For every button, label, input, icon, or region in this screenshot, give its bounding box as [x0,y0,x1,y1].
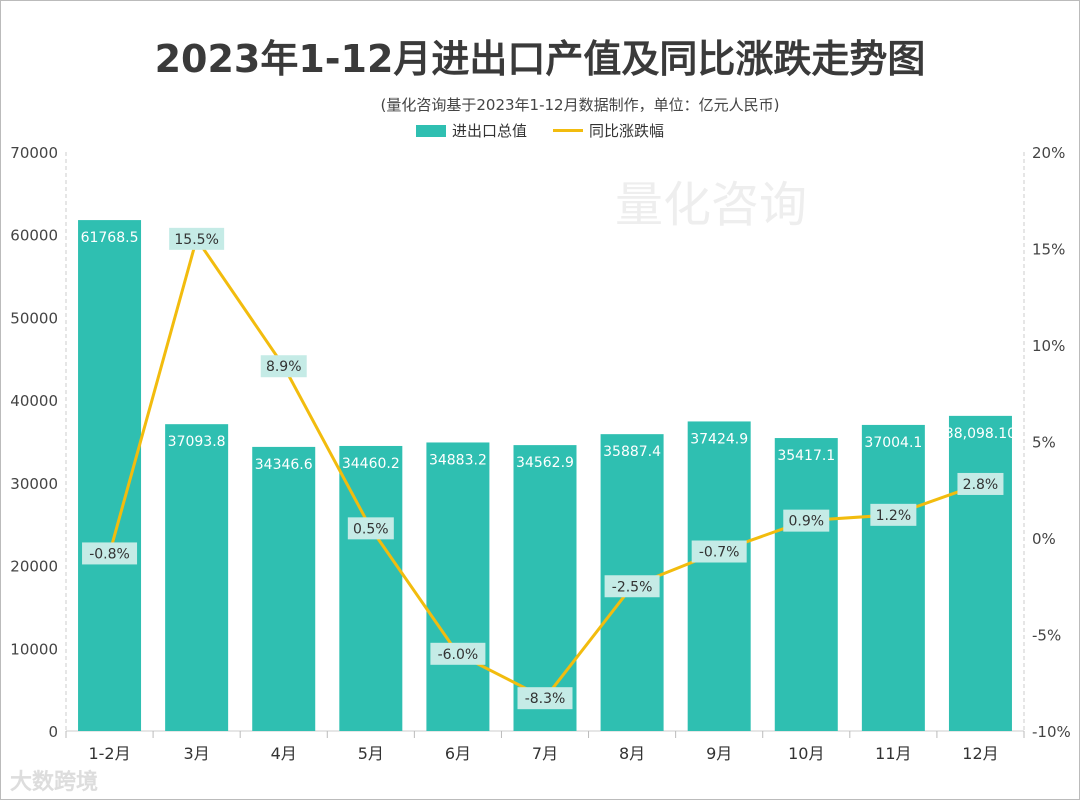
bar [861,424,925,731]
x-tick-label: 7月 [532,744,558,763]
bar-value-label: 35417.1 [777,448,835,464]
line-label-box [347,517,394,540]
line-label-box [604,575,660,598]
line-label-box [260,355,307,378]
y-left-tick-label: 50000 [10,309,58,327]
line-value-label: -0.7% [699,545,740,561]
bar [948,415,1012,731]
chart-subtitle: (量化咨询基于2023年1-12月数据制作，单位：亿元人民币) [380,96,780,114]
y-left-tick-label: 70000 [10,144,58,162]
bar [687,421,751,731]
bar-value-label: 37004.1 [864,435,922,451]
line-value-label: -2.5% [612,579,653,595]
y-left-tick-label: 40000 [10,392,58,410]
line-label-box [517,687,573,710]
x-tick-label: 4月 [271,744,297,763]
bar-value-label: 34460.2 [342,456,400,472]
legend-label: 进出口总值 [451,122,527,140]
line-label-box [82,542,138,565]
bar-value-label: 61768.5 [81,230,139,246]
bar-value-label: 37424.9 [690,431,748,447]
watermark-center: 量化咨询 [615,177,808,233]
line-value-label: 0.5% [353,521,389,537]
x-tick-label: 8月 [619,744,645,763]
y-right-tick-label: 5% [1032,434,1056,452]
y-right-tick-label: 0% [1032,530,1056,548]
bar-value-label: 34562.9 [516,455,574,471]
line-value-label: -0.8% [89,546,130,562]
y-right-tick-label: -5% [1032,627,1061,645]
y-left-tick-label: 30000 [10,475,58,493]
bar [339,445,403,731]
line-value-label: -6.0% [438,647,479,663]
bar-value-label: 34883.2 [429,452,487,468]
y-right-tick-label: 20% [1032,144,1065,162]
x-tick-label: 12月 [962,744,998,763]
bar [774,438,838,731]
x-tick-label: 10月 [788,744,824,763]
line-label-box [430,642,486,665]
y-right-tick-label: 15% [1032,241,1065,259]
line-label-box [169,227,225,250]
bar [426,442,490,731]
line-label-box [870,503,917,526]
legend-swatch-bar [415,124,446,137]
y-left-tick-label: 20000 [10,558,58,576]
line-value-label: -8.3% [525,691,566,707]
x-tick-label: 5月 [358,744,384,763]
watermark-corner: 大数跨境 [10,770,99,795]
legend: 进出口总值 同比涨跌幅 [0,120,1080,141]
bar-value-label: 34346.6 [255,457,313,473]
bar [165,424,229,731]
x-tick-label: 1-2月 [88,744,130,763]
line-label-box [691,540,747,563]
line-value-label: 1.2% [876,508,912,524]
bar [252,446,316,731]
line-value-label: 8.9% [266,359,302,375]
x-tick-label: 9月 [706,744,732,763]
line-label-box [783,509,830,532]
legend-swatch-line [553,129,583,132]
y-right-tick-label: -10% [1032,723,1071,741]
x-tick-label: 11月 [875,744,911,763]
y-left-tick-label: 60000 [10,227,58,245]
legend-item-bar[interactable]: 进出口总值 [415,120,527,141]
line-label-box [957,472,1004,495]
bar-value-label: 38,098.10 [945,426,1016,442]
line-value-label: 15.5% [174,232,218,248]
x-tick-label: 3月 [184,744,210,763]
line-value-label: 2.8% [963,477,999,493]
y-left-tick-label: 10000 [10,640,58,658]
bar-value-label: 37093.8 [168,434,226,450]
x-tick-label: 6月 [445,744,471,763]
y-right-tick-label: 10% [1032,337,1065,355]
y-left-tick-label: 0 [48,723,58,741]
legend-item-line[interactable]: 同比涨跌幅 [553,120,664,141]
chart-title: 2023年1-12月进出口产值及同比涨跌走势图 [154,37,926,81]
bar [513,445,577,731]
bar-value-label: 35887.4 [603,444,661,460]
legend-label: 同比涨跌幅 [589,122,665,140]
line-value-label: 0.9% [788,514,824,530]
